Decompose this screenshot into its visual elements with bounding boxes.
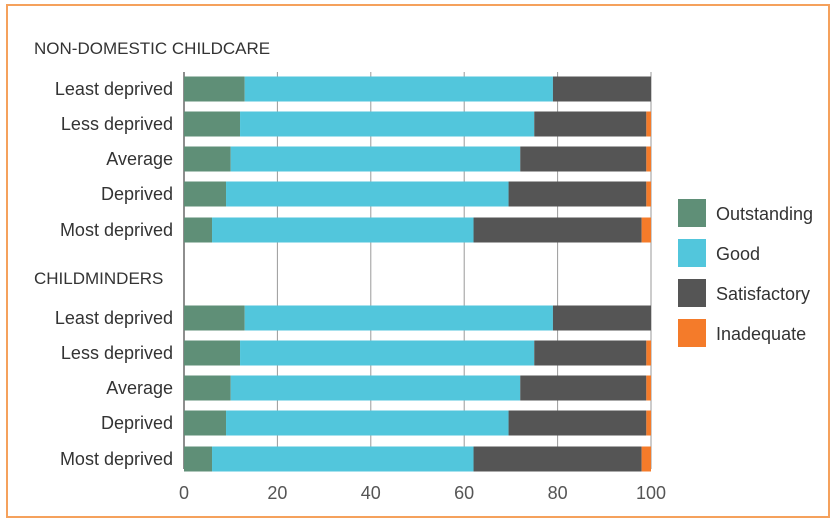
bar-satisfactory: [473, 446, 642, 472]
bar-good: [226, 410, 509, 436]
bar-inadequate: [641, 446, 651, 472]
bar-good: [244, 305, 553, 331]
bar-inadequate: [646, 375, 651, 401]
legend-swatch-inadequate: [678, 319, 706, 347]
chart-frame: 0 20 40 60 80 100 NON-DOMESTIC CHILDCARE Least …: [6, 4, 830, 518]
category-label: Deprived: [101, 184, 173, 204]
bar-good: [230, 375, 521, 401]
category-label: Deprived: [101, 413, 173, 433]
x-tick-label-60: 60: [454, 483, 474, 503]
category-label: Most deprived: [60, 220, 173, 240]
category-label: Average: [106, 378, 173, 398]
bar-outstanding: [184, 340, 241, 366]
bar-good: [240, 340, 535, 366]
bar-satisfactory: [552, 305, 651, 331]
legend-swatch-satisfactory: [678, 279, 706, 307]
bar-good: [212, 446, 474, 472]
bar-inadequate: [646, 111, 651, 137]
bar-good: [230, 146, 521, 172]
bar-satisfactory: [534, 340, 647, 366]
legend-swatch-good: [678, 239, 706, 267]
bar-good: [244, 76, 553, 102]
category-label: Average: [106, 149, 173, 169]
stacked-bar-chart: 0 20 40 60 80 100 NON-DOMESTIC CHILDCARE Least …: [34, 39, 813, 503]
bar-inadequate: [646, 410, 651, 436]
x-tick-label-20: 20: [267, 483, 287, 503]
category-label: Least deprived: [55, 79, 173, 99]
category-label: Least deprived: [55, 308, 173, 328]
bar-satisfactory: [508, 410, 647, 436]
legend-label-inadequate: Inadequate: [716, 324, 806, 344]
group-title-0: NON-DOMESTIC CHILDCARE: [34, 39, 270, 58]
bar-satisfactory: [473, 217, 642, 243]
bar-inadequate: [646, 146, 651, 172]
bar-satisfactory: [534, 111, 647, 137]
bar-inadequate: [646, 181, 651, 207]
bar-outstanding: [184, 305, 245, 331]
bar-good: [226, 181, 509, 207]
category-label: Less deprived: [61, 114, 173, 134]
bar-good: [212, 217, 474, 243]
bar-satisfactory: [520, 375, 647, 401]
x-tick-label-80: 80: [548, 483, 568, 503]
bar-satisfactory: [520, 146, 647, 172]
legend-label-outstanding: Outstanding: [716, 204, 813, 224]
legend-swatch-outstanding: [678, 199, 706, 227]
legend-label-satisfactory: Satisfactory: [716, 284, 810, 304]
bar-outstanding: [184, 410, 227, 436]
x-tick-label-40: 40: [361, 483, 381, 503]
bar-outstanding: [184, 217, 213, 243]
bar-satisfactory: [552, 76, 651, 102]
bar-outstanding: [184, 76, 245, 102]
legend-label-good: Good: [716, 244, 760, 264]
category-label: Most deprived: [60, 449, 173, 469]
bar-inadequate: [646, 340, 651, 366]
x-tick-label-0: 0: [179, 483, 189, 503]
bar-good: [240, 111, 535, 137]
bar-outstanding: [184, 181, 227, 207]
bar-satisfactory: [508, 181, 647, 207]
bar-outstanding: [184, 111, 241, 137]
group-title-1: CHILDMINDERS: [34, 269, 163, 288]
x-tick-label-100: 100: [636, 483, 666, 503]
bar-outstanding: [184, 375, 231, 401]
category-label: Less deprived: [61, 343, 173, 363]
bar-outstanding: [184, 446, 213, 472]
bar-inadequate: [641, 217, 651, 243]
bar-outstanding: [184, 146, 231, 172]
